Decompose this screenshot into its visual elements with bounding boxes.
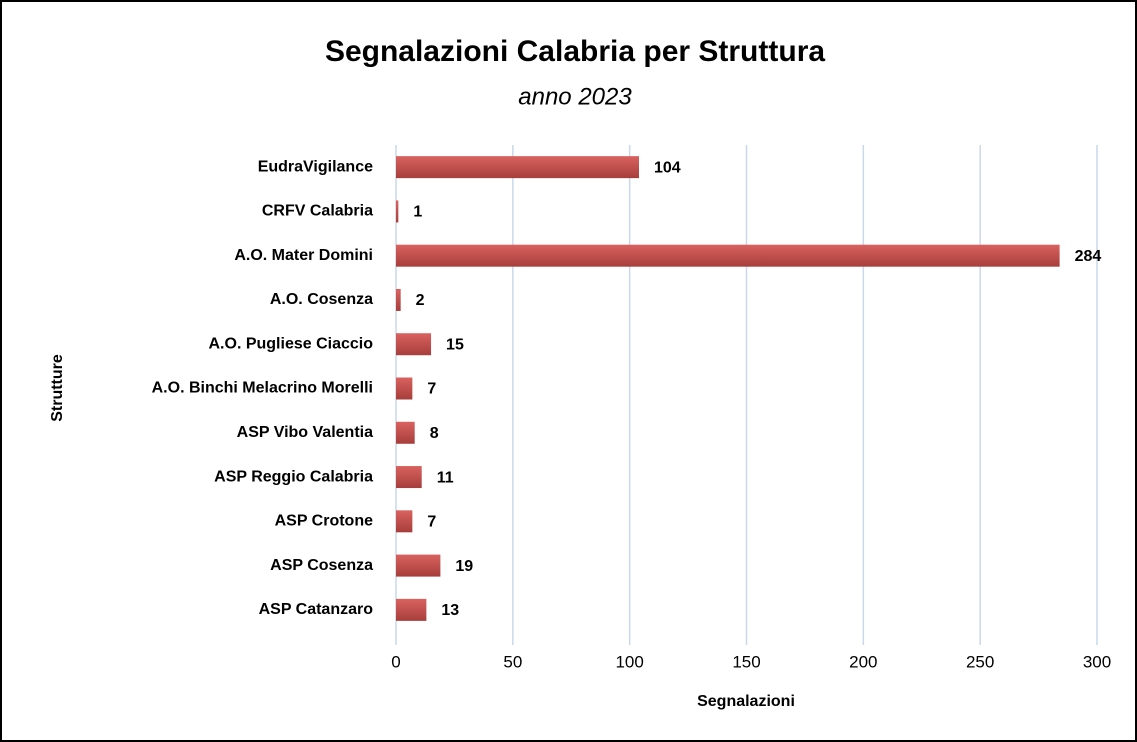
value-label: 7 [427, 381, 436, 398]
y-tick-label: A.O. Mater Domini [234, 247, 373, 264]
x-tick-label: 50 [503, 652, 522, 671]
y-tick-label: ASP Cosenza [270, 557, 373, 574]
bar [396, 333, 432, 356]
chart-title: Segnalazioni Calabria per Struttura [325, 35, 825, 68]
x-tick-label: 100 [615, 652, 643, 671]
bar [396, 377, 413, 400]
bar [396, 421, 415, 444]
value-label: 1 [413, 204, 422, 221]
bar [396, 200, 399, 223]
y-tick-label: CRFV Calabria [262, 203, 373, 220]
y-tick-label: ASP Crotone [275, 513, 373, 530]
bar [396, 466, 422, 489]
bar [396, 156, 640, 179]
value-label: 8 [430, 425, 439, 442]
y-tick-label: A.O. Pugliese Ciaccio [209, 335, 374, 352]
y-tick-label: A.O. Binchi Melacrino Morelli [152, 380, 373, 397]
y-axis-title: Strutture [49, 354, 66, 422]
value-label: 13 [441, 602, 459, 619]
value-label: 19 [455, 558, 473, 575]
x-tick-label: 150 [732, 652, 760, 671]
y-tick-label: ASP Catanzaro [259, 601, 374, 618]
y-tick-label: ASP Reggio Calabria [214, 468, 373, 485]
y-tick-label: A.O. Cosenza [270, 291, 373, 308]
value-label: 15 [446, 336, 464, 353]
value-label: 11 [437, 469, 454, 486]
x-tick-label: 200 [849, 652, 877, 671]
bar [396, 510, 413, 533]
y-tick-label: EudraVigilance [258, 158, 373, 175]
value-label: 2 [416, 292, 425, 309]
bar [396, 244, 1060, 267]
y-tick-label: ASP Vibo Valentia [237, 424, 373, 441]
value-label: 104 [654, 159, 681, 176]
value-label: 7 [427, 514, 436, 531]
bar [396, 554, 441, 577]
x-tick-label: 250 [966, 652, 994, 671]
x-tick-label: 0 [391, 652, 400, 671]
x-tick-label: 300 [1083, 652, 1111, 671]
bar [396, 598, 427, 621]
bar [396, 288, 401, 311]
chart-subtitle: anno 2023 [518, 83, 632, 110]
value-label: 284 [1075, 248, 1102, 265]
x-axis-title: Segnalazioni [697, 693, 795, 710]
